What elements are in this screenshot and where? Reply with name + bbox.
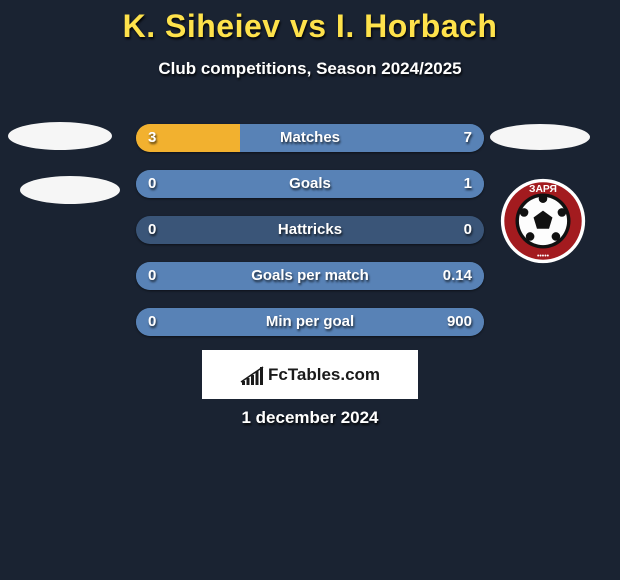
watermark-text: FcTables.com [268, 365, 380, 385]
page-title: K. Siheiev vs I. Horbach [0, 0, 620, 45]
stat-right-value: 0 [464, 216, 472, 244]
placeholder-left_top [8, 122, 112, 150]
badge-label: ЗАРЯ [529, 184, 557, 195]
subtitle: Club competitions, Season 2024/2025 [0, 59, 620, 79]
placeholder-right_top [490, 124, 590, 150]
stats-panel: 3Matches70Goals10Hattricks00Goals per ma… [136, 124, 484, 354]
stat-right-value: 900 [447, 308, 472, 336]
placeholder-left_small [20, 176, 120, 204]
stat-label: Hattricks [136, 216, 484, 244]
stat-label: Goals per match [136, 262, 484, 290]
stat-bar: 0Hattricks0 [136, 216, 484, 244]
stat-label: Matches [136, 124, 484, 152]
stat-bar: 0Goals1 [136, 170, 484, 198]
stat-right-value: 7 [464, 124, 472, 152]
stat-bar: 0Min per goal900 [136, 308, 484, 336]
club-badge-icon: ЗАРЯ ••••• [500, 178, 586, 264]
bar-chart-icon [240, 365, 264, 385]
stat-label: Goals [136, 170, 484, 198]
watermark: FcTables.com [202, 350, 418, 399]
stat-right-value: 0.14 [443, 262, 472, 290]
date-label: 1 december 2024 [0, 408, 620, 428]
stat-bar: 0Goals per match0.14 [136, 262, 484, 290]
stat-label: Min per goal [136, 308, 484, 336]
stat-bar: 3Matches7 [136, 124, 484, 152]
stat-right-value: 1 [464, 170, 472, 198]
badge-sublabel: ••••• [537, 253, 550, 260]
